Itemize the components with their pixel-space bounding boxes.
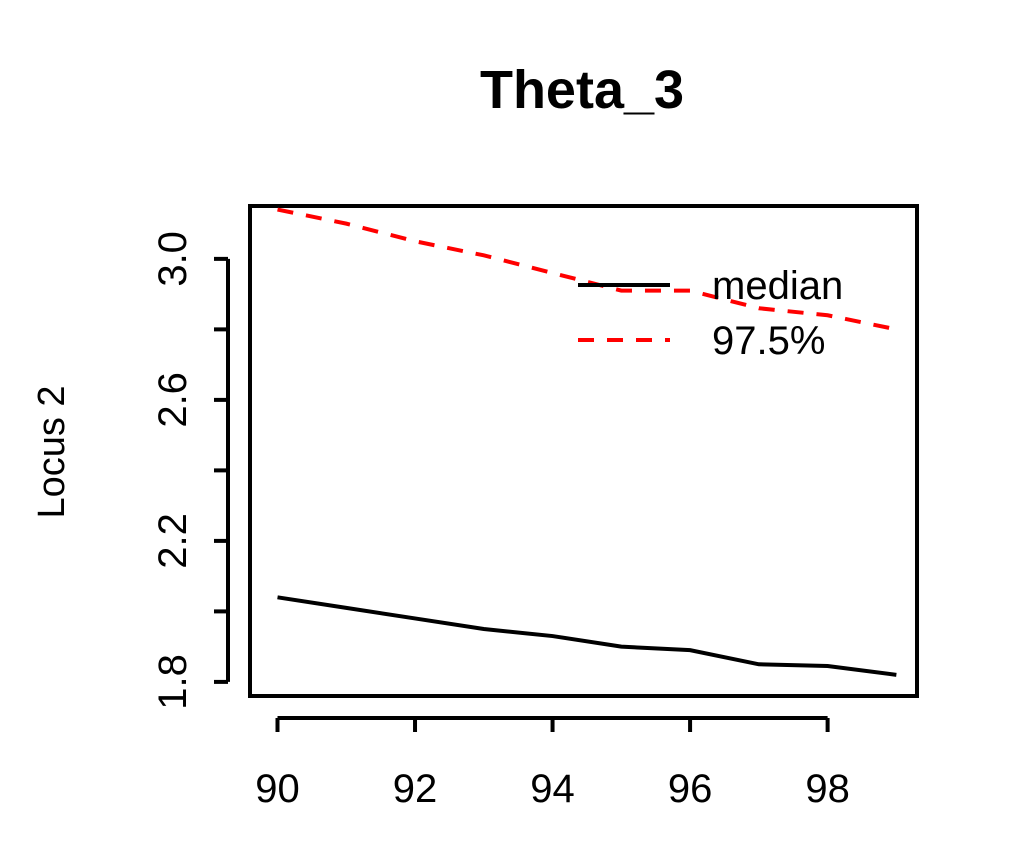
plot-frame <box>248 204 919 698</box>
y-tick-label: 1.8 <box>151 654 195 710</box>
y-tick-label: 2.6 <box>151 372 195 428</box>
y-axis: 1.8 2.2 2.6 3.0 <box>151 231 230 710</box>
x-tick-label: 92 <box>393 767 438 811</box>
x-tick-label: 90 <box>255 767 300 811</box>
series-line-upper <box>277 207 897 332</box>
chart-title: Theta_3 <box>480 60 684 120</box>
legend: median 97.5% <box>578 264 843 363</box>
x-tick-label: 98 <box>805 767 850 811</box>
legend-label: 97.5% <box>712 319 825 363</box>
y-axis-label: Locus 2 <box>31 385 73 518</box>
series-layer <box>277 207 897 677</box>
x-tick-label: 96 <box>668 767 713 811</box>
series-line-median <box>277 595 897 677</box>
x-tick-label: 94 <box>530 767 575 811</box>
x-axis: 90 92 94 96 98 <box>255 716 850 811</box>
y-tick-label: 2.2 <box>151 513 195 569</box>
y-tick-label: 3.0 <box>151 231 195 287</box>
legend-label: median <box>712 264 843 308</box>
